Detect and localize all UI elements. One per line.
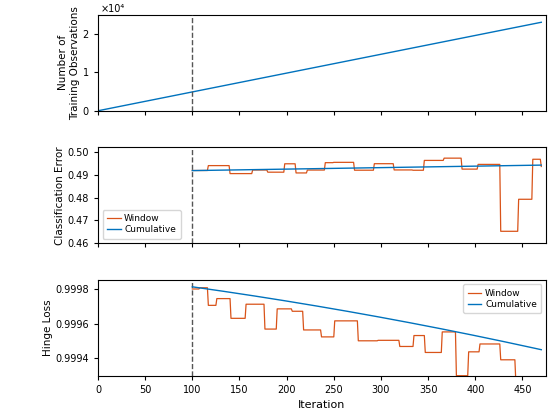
Window [263,168,270,173]
Window [263,327,270,332]
Cumulative [346,165,352,171]
Cumulative [538,347,545,352]
Legend: Window, Cumulative: Window, Cumulative [464,284,542,313]
Window [538,403,545,408]
Y-axis label: Hinge Loss: Hinge Loss [43,299,53,356]
Y-axis label: Classification Error: Classification Error [55,146,65,244]
Window [538,164,545,169]
Window [346,318,352,323]
Line: Window: Window [192,158,542,231]
Line: Cumulative: Cumulative [192,165,542,171]
Text: ×10⁴: ×10⁴ [100,4,124,14]
Line: Window: Window [192,288,542,405]
Line: Cumulative: Cumulative [192,287,542,350]
Cumulative [446,328,453,333]
Cumulative [263,295,270,300]
Cumulative [346,309,352,314]
Window [446,329,453,334]
Cumulative [446,164,453,169]
Cumulative [538,163,545,168]
X-axis label: Iteration: Iteration [298,401,346,410]
Y-axis label: Number of
Training Observations: Number of Training Observations [58,6,80,120]
Legend: Window, Cumulative: Window, Cumulative [102,210,180,239]
Window [346,160,352,165]
Cumulative [263,167,270,172]
Window [446,156,453,161]
